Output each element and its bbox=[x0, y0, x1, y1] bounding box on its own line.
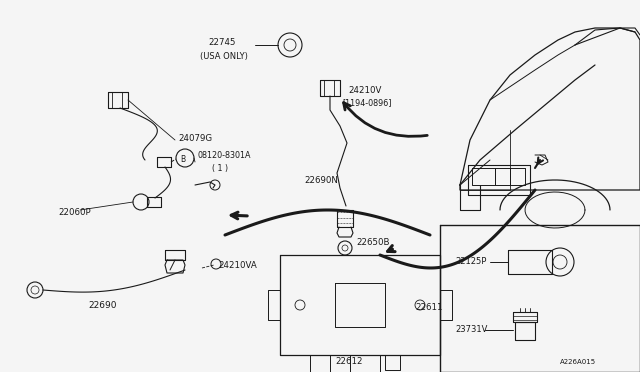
Text: 24210VA: 24210VA bbox=[218, 260, 257, 269]
Text: 22690: 22690 bbox=[88, 301, 116, 310]
Text: 24079G: 24079G bbox=[178, 134, 212, 142]
Text: [1194-0896]: [1194-0896] bbox=[342, 99, 392, 108]
Text: 22690N: 22690N bbox=[304, 176, 338, 185]
Text: 22612: 22612 bbox=[335, 357, 362, 366]
Text: A226A015: A226A015 bbox=[560, 359, 596, 365]
Text: B: B bbox=[180, 154, 186, 164]
Text: 22060P: 22060P bbox=[58, 208, 91, 217]
Text: 24210V: 24210V bbox=[348, 86, 381, 94]
Text: ( 1 ): ( 1 ) bbox=[212, 164, 228, 173]
Text: 23731V: 23731V bbox=[455, 326, 488, 334]
Text: 22611: 22611 bbox=[415, 304, 442, 312]
Text: (USA ONLY): (USA ONLY) bbox=[200, 51, 248, 61]
Text: 22125P: 22125P bbox=[455, 257, 486, 266]
Text: 08120-8301A: 08120-8301A bbox=[197, 151, 250, 160]
Text: 22745: 22745 bbox=[208, 38, 236, 46]
Text: 22650B: 22650B bbox=[356, 237, 390, 247]
